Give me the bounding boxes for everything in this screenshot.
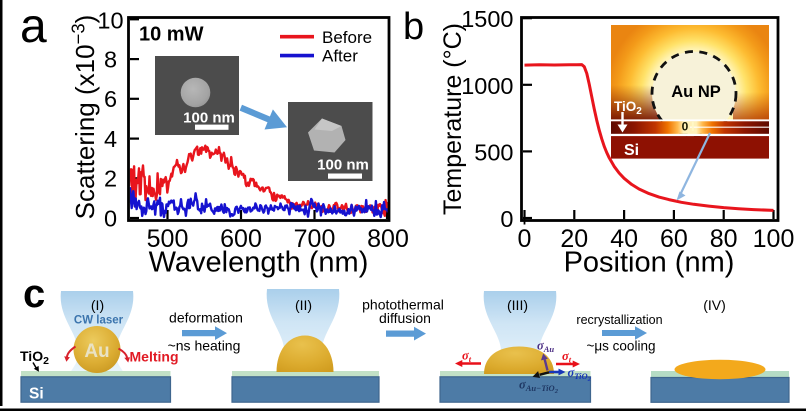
svg-text:10: 10 <box>97 8 123 34</box>
svg-text:4: 4 <box>104 126 117 152</box>
svg-text:Before: Before <box>322 28 372 47</box>
svg-text:60: 60 <box>660 225 688 253</box>
svg-text:600: 600 <box>220 225 262 253</box>
svg-text:a: a <box>20 0 47 53</box>
svg-text:b: b <box>403 6 424 48</box>
svg-text:σt: σt <box>562 349 572 365</box>
svg-text:8: 8 <box>104 46 117 72</box>
svg-text:0: 0 <box>682 120 689 134</box>
svg-text:~ns heating: ~ns heating <box>168 338 241 354</box>
svg-text:~μs cooling: ~μs cooling <box>587 339 656 354</box>
svg-text:Au: Au <box>84 341 109 362</box>
svg-text:(IV): (IV) <box>703 297 726 313</box>
svg-text:σt: σt <box>462 349 472 365</box>
svg-text:σAu: σAu <box>537 339 554 355</box>
svg-text:700: 700 <box>294 225 336 253</box>
svg-text:CW laser: CW laser <box>74 315 124 327</box>
svg-text:Temperature (°C): Temperature (°C) <box>439 23 467 215</box>
svg-text:(III): (III) <box>507 297 528 313</box>
svg-text:0: 0 <box>500 206 513 232</box>
svg-text:c: c <box>23 272 45 316</box>
svg-text:Scattering (x10−3): Scattering (x10−3) <box>68 15 101 220</box>
svg-text:100 nm: 100 nm <box>183 110 235 127</box>
svg-text:Wavelength (nm): Wavelength (nm) <box>149 247 369 279</box>
svg-text:800: 800 <box>367 225 409 253</box>
svg-text:1500: 1500 <box>461 6 513 32</box>
svg-text:Position (nm): Position (nm) <box>564 247 735 279</box>
svg-text:100 nm: 100 nm <box>317 157 369 174</box>
svg-text:40: 40 <box>610 225 638 253</box>
svg-text:1000: 1000 <box>461 73 513 99</box>
svg-text:photothermal: photothermal <box>362 297 444 313</box>
svg-text:6: 6 <box>104 86 117 112</box>
svg-text:deformation: deformation <box>169 310 243 326</box>
svg-text:TiO2: TiO2 <box>614 99 642 117</box>
svg-text:10 mW: 10 mW <box>139 24 204 46</box>
svg-text:500: 500 <box>147 225 189 253</box>
svg-text:TiO2: TiO2 <box>20 348 49 367</box>
svg-text:2: 2 <box>104 166 117 192</box>
svg-text:Si: Si <box>29 386 44 403</box>
svg-text:After: After <box>322 47 358 66</box>
svg-text:100: 100 <box>753 225 795 253</box>
svg-text:Si: Si <box>624 142 639 159</box>
svg-text:0: 0 <box>104 205 117 231</box>
svg-text:500: 500 <box>474 139 513 165</box>
svg-text:Melting: Melting <box>130 349 179 365</box>
svg-text:80: 80 <box>710 225 738 253</box>
svg-text:Au NP: Au NP <box>671 83 721 101</box>
svg-text:recrystallization: recrystallization <box>576 313 662 327</box>
svg-text:diffusion: diffusion <box>379 310 431 326</box>
svg-text:0: 0 <box>518 225 532 253</box>
svg-text:20: 20 <box>560 225 588 253</box>
svg-text:(II): (II) <box>295 297 312 313</box>
svg-text:(I): (I) <box>91 297 104 313</box>
